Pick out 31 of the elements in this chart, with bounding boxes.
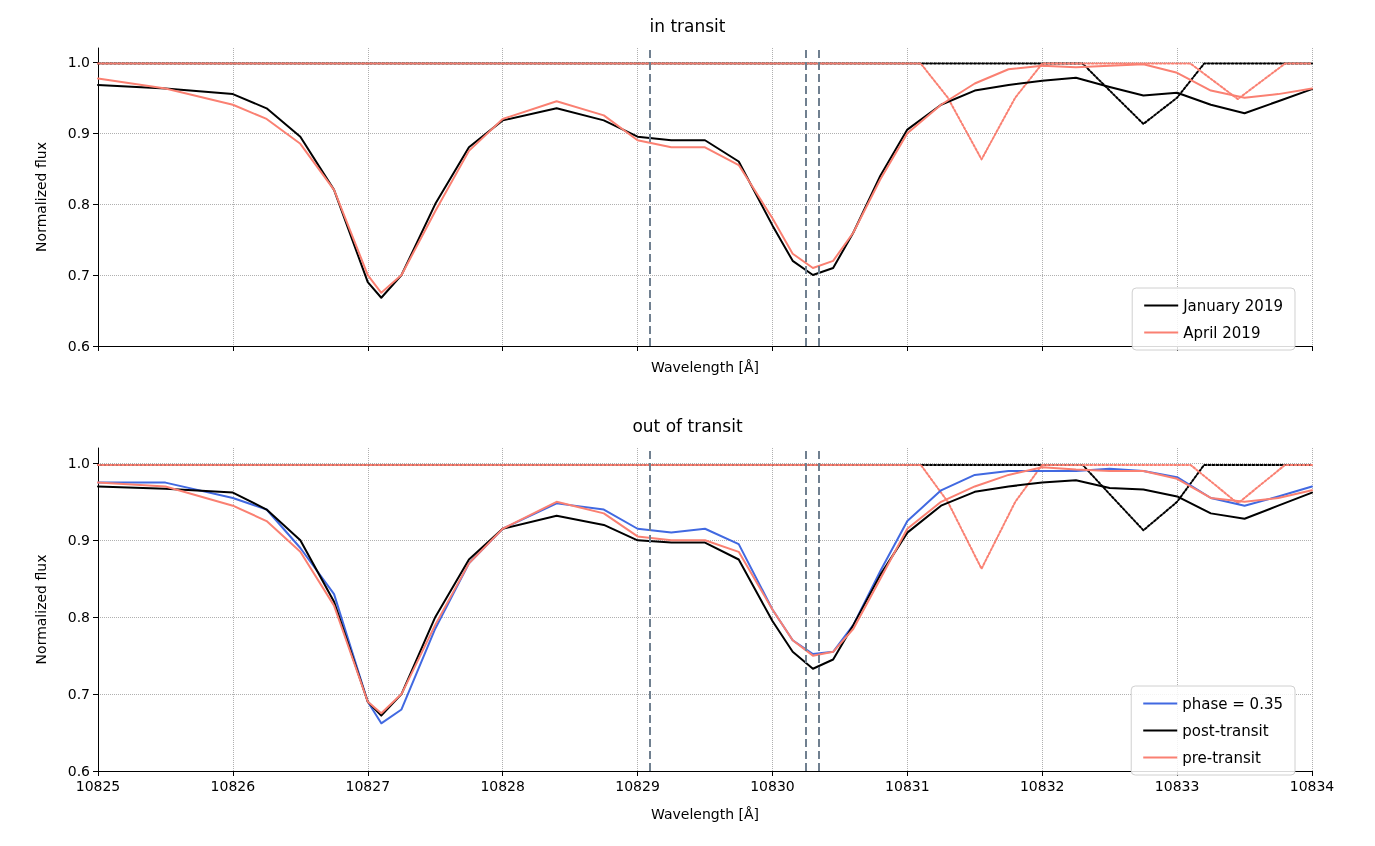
legend-label: January 2019 <box>1182 296 1284 315</box>
y-tick-label: 1.0 <box>67 54 90 71</box>
chart-title: in transit <box>649 15 726 36</box>
x-tick-label: 10827 <box>345 778 391 794</box>
y-tick-label: 1.0 <box>67 455 90 472</box>
x-tick-label: 10833 <box>1154 778 1200 794</box>
y-tick-label: 0.7 <box>67 686 90 703</box>
x-tick-label: 10831 <box>885 778 930 794</box>
x-tick-label: 10826 <box>210 778 256 794</box>
y-axis-title: Normalized flux <box>33 554 49 665</box>
y-axis-title: Normalized flux <box>33 142 49 252</box>
x-tick-label: 10832 <box>1019 778 1065 794</box>
x-axis-title: Wavelength [Å] <box>650 359 760 375</box>
x-tick-label: 10830 <box>750 778 795 794</box>
legend-label: phase = 0.35 <box>1182 694 1284 713</box>
x-tick-label: 10825 <box>75 778 121 794</box>
y-tick-label: 0.8 <box>67 609 90 626</box>
y-tick-label: 0.9 <box>67 125 90 142</box>
legend-label: April 2019 <box>1183 323 1261 342</box>
x-tick-label: 10834 <box>1289 778 1335 794</box>
y-tick-label: 0.6 <box>67 338 91 354</box>
y-tick-label: 0.7 <box>67 267 90 284</box>
y-tick-label: 0.9 <box>67 532 90 549</box>
x-tick-label: 10829 <box>615 778 660 794</box>
legend-label: pre-transit <box>1182 748 1261 767</box>
y-tick-label: 0.8 <box>67 196 90 213</box>
x-tick-label: 10828 <box>480 778 525 794</box>
y-tick-label: 0.6 <box>67 763 91 779</box>
legend-label: post-transit <box>1182 721 1269 740</box>
x-axis-title: Wavelength [Å] <box>650 806 760 822</box>
chart-title: out of transit <box>632 415 743 436</box>
